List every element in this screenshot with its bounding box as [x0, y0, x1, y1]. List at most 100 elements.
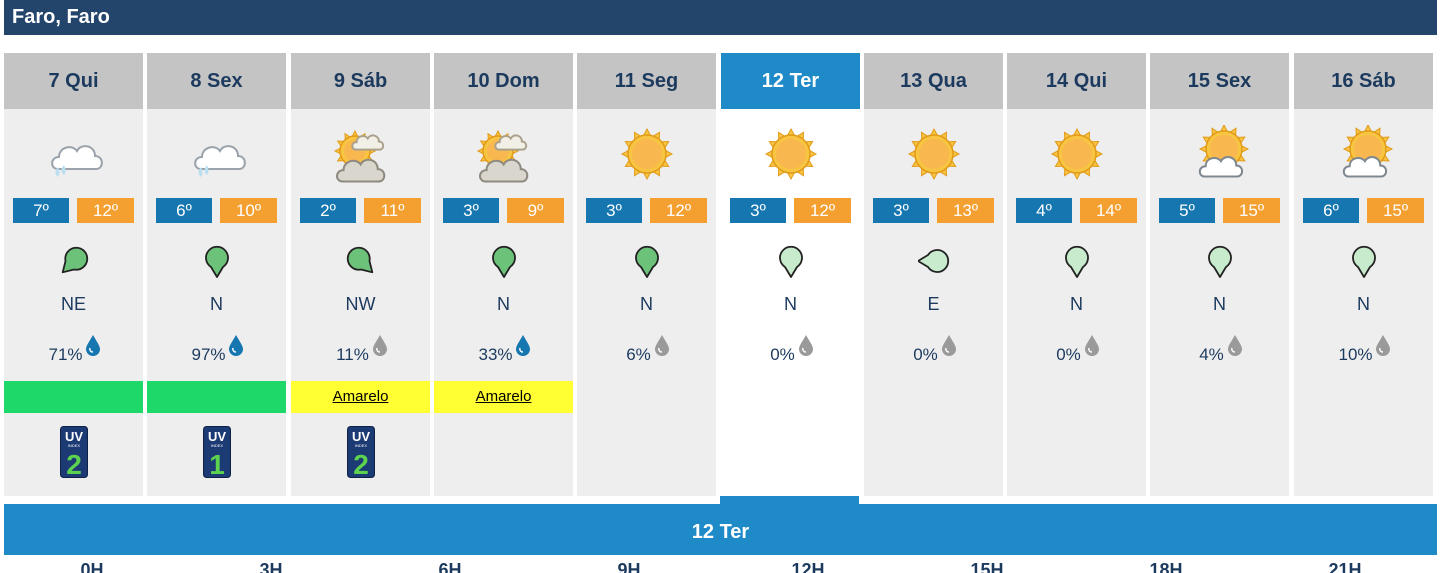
- max-temperature: 10º: [220, 198, 277, 223]
- precipitation: 6%: [577, 331, 716, 364]
- raindrop-icon: [654, 334, 670, 356]
- min-temperature: 6º: [156, 198, 212, 223]
- sun-icon: [904, 125, 964, 183]
- wind-direction: N: [210, 294, 223, 314]
- sun-icon: [761, 125, 821, 183]
- raindrop-icon: [372, 334, 388, 356]
- day-column[interactable]: 15 Sex 5º 15º N 4%: [1150, 53, 1289, 496]
- day-column[interactable]: 8 Sex 6º 10º N 97% UV INDEX 1: [147, 53, 286, 496]
- raindrop-icon: [941, 334, 957, 356]
- precipitation: 97%: [147, 331, 286, 364]
- temperature-range: 3º 12º: [730, 198, 852, 223]
- hourly-forecast-title: 12 Ter: [4, 504, 1437, 555]
- precipitation: 0%: [864, 331, 1003, 364]
- precipitation-probability: 33%: [478, 345, 513, 364]
- day-tab[interactable]: 9 Sáb: [291, 53, 430, 109]
- day-tab[interactable]: 12 Ter: [721, 53, 860, 109]
- precipitation-probability: 71%: [48, 345, 83, 364]
- raindrop-icon: [1375, 334, 1391, 356]
- hour-labels: 0H 3H 6H 9H 12H 15H 18H 21H: [4, 560, 1437, 573]
- day-column[interactable]: 14 Qui 4º 14º N 0%: [1007, 53, 1146, 496]
- day-tab[interactable]: 7 Qui: [4, 53, 143, 109]
- wind-direction: N: [1213, 294, 1226, 314]
- day-tab[interactable]: 8 Sex: [147, 53, 286, 109]
- raindrop-icon: [1084, 334, 1100, 356]
- wind-direction-icon: [58, 243, 90, 279]
- hour-label: 21H: [1328, 560, 1362, 573]
- max-temperature: 12º: [77, 198, 134, 223]
- cloud-rain-icon: [44, 125, 104, 183]
- wind-direction: N: [1070, 294, 1083, 314]
- svg-text:INDEX: INDEX: [355, 443, 368, 448]
- day-column[interactable]: 9 Sáb 2º 11º NW 11% Amarelo UV INDEX 2: [291, 53, 430, 496]
- raindrop-icon: [228, 334, 244, 356]
- raindrop-icon: [85, 334, 101, 356]
- raindrop-icon: [798, 334, 814, 356]
- day-tab[interactable]: 16 Sáb: [1294, 53, 1433, 109]
- hour-label: 12H: [791, 560, 825, 573]
- day-tab[interactable]: 13 Qua: [864, 53, 1003, 109]
- precipitation-probability: 4%: [1199, 345, 1224, 364]
- temperature-range: 3º 13º: [873, 198, 995, 223]
- wind-direction-icon: [631, 243, 663, 279]
- min-temperature: 7º: [13, 198, 69, 223]
- day-tab[interactable]: 10 Dom: [434, 53, 573, 109]
- hour-label: 6H: [438, 560, 462, 573]
- hour-label: 15H: [970, 560, 1004, 573]
- min-temperature: 3º: [730, 198, 786, 223]
- wind-direction: N: [640, 294, 653, 314]
- location-title: Faro, Faro: [4, 0, 1437, 35]
- sun-cloud-icon: [474, 125, 534, 183]
- day-column[interactable]: 11 Seg 3º 12º N 6%: [577, 53, 716, 496]
- wind-direction: NE: [60, 294, 86, 314]
- max-temperature: 9º: [507, 198, 564, 223]
- svg-text:UV: UV: [65, 429, 83, 444]
- min-temperature: 3º: [873, 198, 929, 223]
- hour-label: 18H: [1149, 560, 1183, 573]
- precipitation: 11%: [291, 331, 430, 364]
- day-column[interactable]: 13 Qua 3º 13º E 0%: [864, 53, 1003, 496]
- max-temperature: 15º: [1223, 198, 1280, 223]
- wind-direction-icon: [1204, 243, 1236, 279]
- hour-label: 0H: [80, 560, 104, 573]
- day-tab[interactable]: 14 Qui: [1007, 53, 1146, 109]
- precipitation: 4%: [1150, 331, 1289, 364]
- wind-direction-icon: [917, 243, 950, 279]
- precipitation-probability: 0%: [770, 345, 795, 364]
- precipitation: 0%: [1007, 331, 1146, 364]
- warning-level-link[interactable]: Amarelo: [332, 388, 389, 405]
- weather-warning[interactable]: Amarelo: [434, 381, 573, 413]
- precipitation-probability: 10%: [1338, 345, 1373, 364]
- wind-direction-icon: [775, 243, 807, 279]
- min-temperature: 3º: [586, 198, 642, 223]
- precipitation-probability: 97%: [191, 345, 226, 364]
- daily-forecast: 7 Qui 7º 12º NE 71% UV INDEX 2 8 Sex 6º 10º N…: [4, 53, 1437, 496]
- precipitation: 0%: [721, 331, 860, 364]
- weather-warning[interactable]: Amarelo: [291, 381, 430, 413]
- warning-level-link[interactable]: Amarelo: [475, 388, 532, 405]
- day-column[interactable]: 10 Dom 3º 9º N 33% Amarelo: [434, 53, 573, 496]
- raindrop-icon: [515, 334, 531, 356]
- temperature-range: 2º 11º: [300, 198, 422, 223]
- day-column[interactable]: 12 Ter 3º 12º N 0%: [721, 53, 860, 496]
- day-column[interactable]: 7 Qui 7º 12º NE 71% UV INDEX 2: [4, 53, 143, 496]
- min-temperature: 3º: [443, 198, 499, 223]
- day-tab[interactable]: 15 Sex: [1150, 53, 1289, 109]
- sun-small-cloud-icon: [1334, 123, 1394, 183]
- max-temperature: 12º: [650, 198, 707, 223]
- max-temperature: 15º: [1367, 198, 1424, 223]
- raindrop-icon: [1227, 334, 1243, 356]
- precipitation-probability: 11%: [336, 345, 369, 364]
- cloud-rain-icon: [187, 125, 247, 183]
- day-tab[interactable]: 11 Seg: [577, 53, 716, 109]
- temperature-range: 3º 9º: [443, 198, 565, 223]
- wind-direction-icon: [345, 243, 377, 279]
- temperature-range: 7º 12º: [13, 198, 135, 223]
- min-temperature: 5º: [1159, 198, 1215, 223]
- uv-index-icon: UV INDEX 2: [60, 426, 88, 480]
- day-column[interactable]: 16 Sáb 6º 15º N 10%: [1294, 53, 1433, 496]
- uv-index-icon: UV INDEX 2: [347, 426, 375, 480]
- max-temperature: 13º: [937, 198, 994, 223]
- precipitation-probability: 6%: [626, 345, 651, 364]
- selected-day-indicator: [720, 496, 859, 504]
